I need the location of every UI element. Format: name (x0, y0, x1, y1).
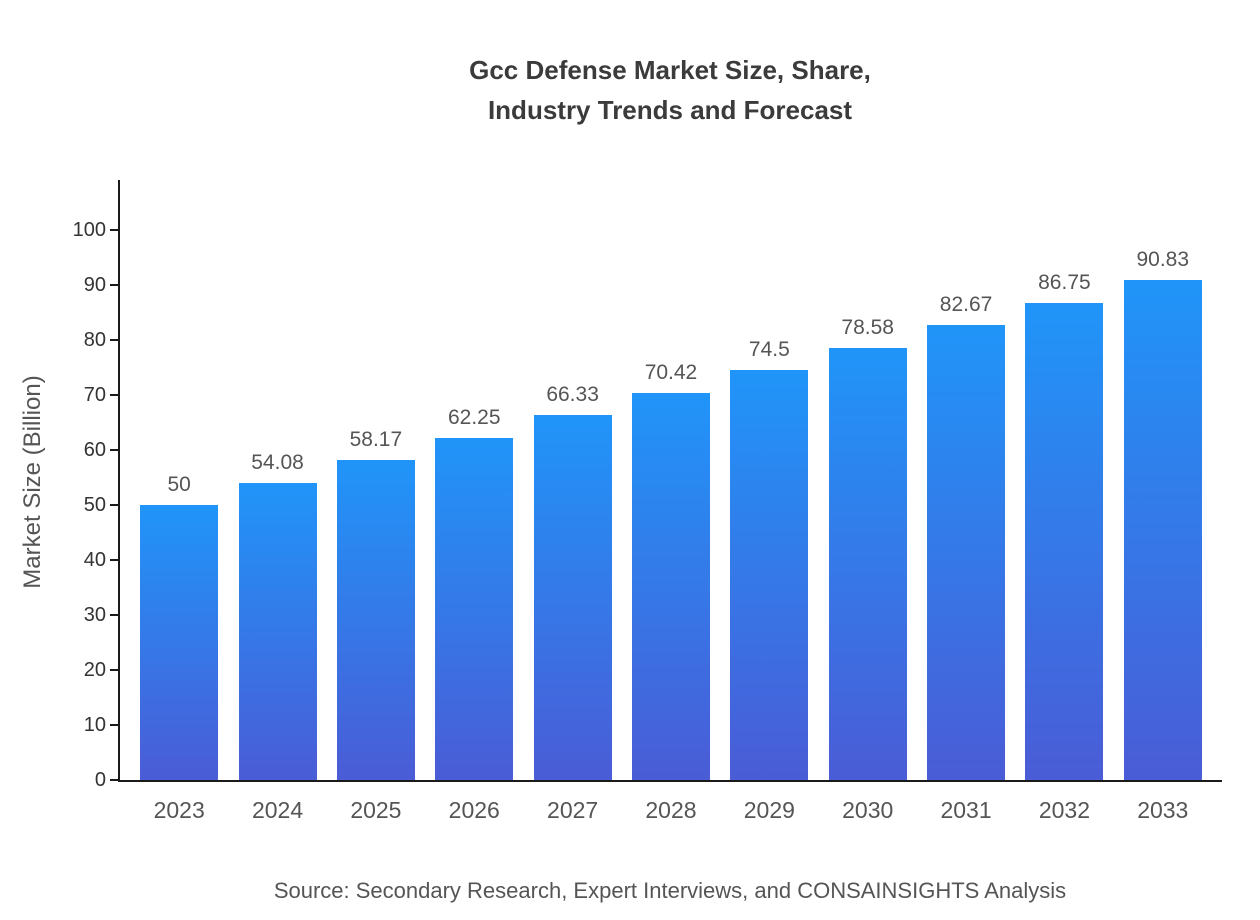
bar (1123, 280, 1202, 780)
y-axis-tick-label: 30 (83, 604, 106, 626)
bar-value-label: 62.25 (447, 405, 501, 429)
bar (927, 325, 1006, 780)
y-axis-title: Market Size (Billion) (19, 375, 46, 589)
bar-slot: 62.25 2026 (425, 180, 523, 823)
x-axis-tick-label: 2023 (153, 797, 205, 823)
x-axis-tick-label: 2031 (940, 797, 992, 823)
y-axis-tick-label: 80 (83, 329, 106, 351)
y-axis-tick-mark (110, 614, 120, 616)
y-axis-tick-mark (110, 449, 120, 451)
bar (533, 415, 612, 780)
x-axis-tick-label: 2025 (350, 797, 402, 823)
bar-slot: 74.5 2029 (720, 180, 818, 823)
y-axis-tick-mark (110, 559, 120, 561)
x-axis-tick-label: 2028 (645, 797, 697, 823)
bar-slot: 82.67 2031 (917, 180, 1015, 823)
bar-slot: 86.75 2032 (1015, 180, 1113, 823)
bar-slot: 90.83 2033 (1114, 180, 1212, 823)
bar-value-label: 50 (167, 473, 191, 496)
plot-area: 50 2023 54.08 2024 58.17 2025 62.25 2026 66.33 20… (73, 180, 1222, 823)
y-axis-tick-label: 100 (72, 219, 106, 241)
bar-value-label: 86.75 (1038, 270, 1091, 294)
y-axis-tick-mark (110, 504, 120, 506)
bar-value-label: 66.33 (546, 383, 599, 407)
y-axis-tick-mark (110, 669, 120, 671)
bar (631, 392, 710, 780)
bar (336, 460, 415, 780)
y-axis-tick-mark (110, 229, 120, 231)
x-axis-tick-label: 2024 (251, 797, 304, 823)
bar-slot: 58.17 2025 (327, 180, 425, 823)
bar-value-label: 70.42 (644, 360, 698, 384)
y-axis-tick-label: 70 (83, 384, 106, 406)
bar-value-label: 90.83 (1136, 248, 1190, 272)
bar-slot: 54.08 2024 (228, 180, 326, 823)
x-axis-tick-label: 2032 (1038, 797, 1090, 823)
y-axis-tick-label: 20 (83, 659, 106, 681)
x-axis-tick-label: 2027 (547, 797, 599, 823)
y-axis-tick-mark (110, 394, 120, 396)
chart-title: Gcc Defense Market Size, Share, Industry… (80, 50, 1260, 130)
x-axis-tick-label: 2033 (1137, 797, 1189, 823)
bar (828, 347, 907, 780)
y-axis-tick-mark (110, 779, 120, 781)
bars-container: 50 2023 54.08 2024 58.17 2025 62.25 2026 66.33 20… (130, 180, 1212, 823)
bar-slot: 70.42 2028 (622, 180, 720, 823)
bar-value-label: 78.58 (841, 315, 894, 339)
y-axis-tick-label: 0 (94, 769, 106, 791)
x-axis-tick-label: 2026 (448, 797, 500, 823)
x-axis-tick-label: 2030 (842, 797, 894, 823)
x-axis-tick-label: 2029 (743, 797, 795, 823)
bar-slot: 66.33 2027 (523, 180, 621, 823)
y-axis-tick-label: 10 (83, 714, 106, 736)
y-axis-tick-mark (110, 284, 120, 286)
bar (1025, 302, 1104, 780)
y-axis-tick-label: 60 (83, 439, 106, 461)
y-axis-tick-label: 90 (83, 274, 106, 296)
y-axis-tick-mark (110, 339, 120, 341)
bar-value-label: 58.17 (349, 428, 403, 452)
bar-slot: 50 2023 (130, 180, 228, 823)
chart-title-line-1: Gcc Defense Market Size, Share, (469, 55, 871, 85)
bar-value-label: 54.08 (251, 450, 304, 474)
y-axis-tick-mark (110, 724, 120, 726)
bar-slot: 78.58 2030 (819, 180, 917, 823)
bar (730, 370, 809, 780)
bar-value-label: 82.67 (939, 293, 993, 317)
chart-title-line-2: Industry Trends and Forecast (487, 95, 853, 125)
bar (238, 482, 317, 780)
bar (435, 437, 514, 780)
source-note: Source: Secondary Research, Expert Inter… (273, 878, 1067, 903)
bar-value-label: 74.5 (748, 338, 790, 362)
y-axis-tick-label: 40 (83, 549, 106, 571)
y-axis-tick-label: 50 (83, 494, 106, 516)
bar (140, 505, 219, 780)
